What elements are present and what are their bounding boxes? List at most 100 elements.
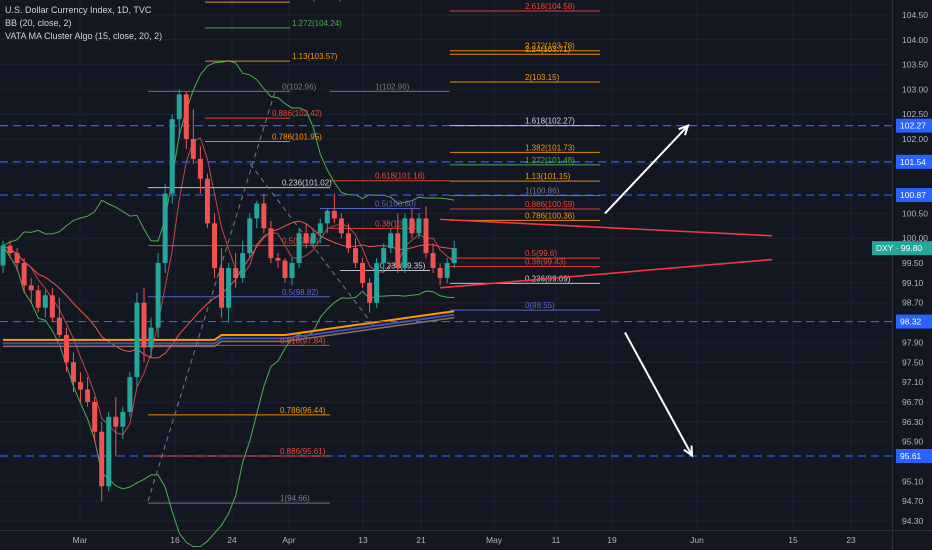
candle-body [7,245,13,254]
fib-level-label: 0.886(95.61) [280,447,326,456]
fib-level-label: 2.24(103.71) [525,45,571,54]
fib-level-label: 1.382(104.76) [292,0,342,2]
candle-body [303,233,309,244]
y-axis-tick: 97.50 [902,357,924,367]
fib-level-label: 0.5(100.60) [375,199,416,208]
fib-level-label: 0.618(97.84) [280,336,326,345]
x-axis-tick: Apr [282,535,295,545]
candle-body [28,285,34,291]
candle-body [423,218,429,254]
fib-level-label: 0.886(100.59) [525,200,575,209]
candle-body [331,210,337,219]
projection-arrow-head [678,123,690,136]
candle-body [85,389,91,402]
fib-level-label: 1.272(104.24) [292,19,342,28]
candle-body [78,382,84,390]
candle-body [402,218,408,268]
candle-body [169,119,175,194]
fib-level-label: 0.5(98.82) [282,288,319,297]
x-axis-tick: 19 [607,535,617,545]
candle-body [254,203,260,219]
candle-body [71,362,76,383]
candle-body [162,193,168,264]
candle-body [120,411,126,427]
candle-body [183,94,189,140]
candle-body [21,263,27,286]
candle-body [92,401,98,432]
candle-body [275,258,281,261]
price-label: 95.61 [900,451,922,461]
fib-level-label: 0.886(102.42) [272,109,322,118]
candle-body [451,248,457,264]
candle-body [106,416,112,487]
fib-level-label: 2.272(103.78) [525,42,575,51]
candle-body [99,431,105,487]
y-axis-tick: 102.00 [902,134,928,144]
candle-body [63,334,69,363]
candle-body [240,253,246,278]
y-axis-tick: 94.30 [902,516,924,526]
candle-body [56,317,62,335]
y-axis-tick: 104.50 [902,10,928,20]
candle-body [204,178,210,224]
fib-level-label: 0.786(96.44) [280,406,326,415]
candle-body [353,248,358,264]
fib-level-label: 0.786(101.95) [272,133,322,142]
price-label-box [896,188,932,203]
x-axis-tick: 15 [788,535,798,545]
y-axis-tick: 99.50 [902,258,924,268]
price-label: 101.54 [900,157,926,167]
candle-body [14,253,20,264]
fib-level-label: 0(102.96) [282,82,317,91]
y-axis-tick: 96.70 [902,397,924,407]
candle-body [219,268,225,308]
fib-level-label: 1.272(101.48) [525,156,575,165]
price-label-box [896,154,932,169]
y-axis-tick: 104.00 [902,35,928,45]
legend-vata: VATA MA Cluster Algo (15, close, 20, 2) [5,31,163,41]
y-axis-tick: 97.90 [902,337,924,347]
candle-body [374,263,380,303]
candle-body [388,233,394,249]
y-axis-tick: 96.30 [902,417,924,427]
candle-body [416,218,422,234]
fib-level-label: 1(102.96) [375,82,410,91]
x-axis-tick: Jun [690,535,704,545]
fib-level-label: 0.618(101.16) [375,172,425,181]
candle-body [268,228,274,259]
candle-body [49,295,55,318]
candle-body [444,263,450,278]
y-axis-tick: 103.00 [902,84,928,94]
y-axis-tick: 95.90 [902,437,924,447]
candle-body [289,263,295,278]
ma-slow-brown [3,316,455,348]
price-label: 100.87 [900,190,926,200]
fib-level-label: 0.786(100.36) [525,211,575,220]
fib-level-label: 1.13(103.57) [292,52,338,61]
candle-body [367,282,373,303]
y-axis-tick: 103.50 [902,60,928,70]
candle-body [155,263,161,328]
x-axis-tick: 24 [227,535,237,545]
projection-arrow [604,124,689,215]
candle-body [317,223,323,234]
candle-body [176,94,182,120]
candle-body [35,290,41,308]
fib-level-label: 1.618(102.27) [525,117,575,126]
fib-level-label: 0.38(99.43) [525,258,566,267]
projection-arrow-head [683,445,694,458]
triangle-upper-line [440,218,773,237]
price-label-box [872,241,932,256]
x-axis-tick: 21 [416,535,426,545]
candle-body [296,233,302,264]
candle-body [247,218,253,254]
candle-body [261,203,267,229]
candle-body [338,218,344,234]
fib-level-label: 2.618(104.58) [525,2,575,11]
candle-body [345,233,351,249]
candle-body [113,416,119,427]
candle-body [226,268,232,308]
fib-level-label: 1.382(101.73) [525,143,575,152]
